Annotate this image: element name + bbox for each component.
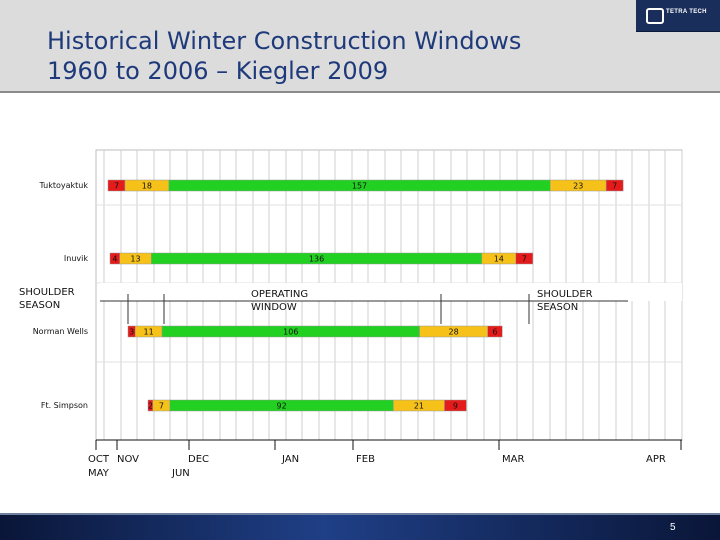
bar-label-tuktoyaktuk-4: 7 (612, 182, 617, 191)
bar-label-tuktoyaktuk-0: 7 (114, 182, 119, 191)
row-label-inuvik: Inuvik (64, 254, 88, 263)
x-tick-label-dec: DEC (188, 454, 209, 465)
page-number: 5 (670, 522, 676, 533)
row-label-norman-wells: Norman Wells (33, 327, 88, 336)
annotation-shoulder-left-line-2: SEASON (19, 300, 60, 311)
bar-ft-simpson-segment-4 (444, 399, 467, 412)
bar-label-tuktoyaktuk-3: 23 (573, 182, 583, 191)
bar-label-norman-wells-1: 11 (144, 328, 154, 337)
slide-title-line-2: 1960 to 2006 – Kiegler 2009 (47, 57, 389, 85)
annotation-shoulder-right-line-2: SEASON (537, 302, 578, 313)
logo-wordmark: TETRA TECH (666, 9, 707, 15)
slide-title-line-1: Historical Winter Construction Windows (47, 27, 522, 55)
x-tick-label-oct: OCT (88, 454, 110, 465)
bar-tuktoyaktuk-segment-4 (605, 179, 624, 192)
annotation-shoulder-right-line-1: SHOULDER (537, 289, 593, 300)
annotation-operating-line-1: OPERATING (251, 289, 308, 300)
bar-label-ft-simpson-1: 7 (159, 402, 164, 411)
x-tick-label-jun: JUN (171, 468, 190, 479)
company-logo: TETRA TECH (636, 0, 720, 32)
bar-label-inuvik-1: 13 (130, 255, 140, 264)
footer-divider (0, 513, 720, 515)
bar-label-ft-simpson-4: 9 (453, 402, 458, 411)
header-band (0, 0, 720, 93)
x-tick-label-mar: MAR (502, 454, 524, 465)
bar-norman-wells-segment-4 (487, 325, 503, 338)
annotation-shoulder-left-line-1: SHOULDER (19, 287, 75, 298)
annotation-band (100, 283, 682, 301)
bar-label-ft-simpson-0: 2 (148, 402, 153, 411)
slide-title: Historical Winter Construction Windows 1… (47, 26, 607, 86)
bar-label-tuktoyaktuk-2: 157 (352, 182, 367, 191)
x-tick-label-feb: FEB (356, 454, 375, 465)
bar-label-norman-wells-4: 6 (492, 328, 497, 337)
bar-label-inuvik-3: 14 (494, 255, 504, 264)
header-divider (0, 91, 720, 93)
logo-mark-icon (646, 8, 664, 24)
x-tick-label-may: MAY (88, 468, 110, 479)
bar-label-ft-simpson-3: 21 (414, 402, 424, 411)
row-label-tuktoyaktuk: Tuktoyaktuk (38, 181, 88, 190)
bar-inuvik-segment-4 (515, 252, 534, 265)
bar-label-norman-wells-3: 28 (449, 328, 459, 337)
x-tick-label-nov: NOV (117, 454, 139, 465)
bar-label-inuvik-0: 4 (112, 255, 117, 264)
x-tick-label-apr: APR (646, 454, 666, 465)
bar-label-inuvik-2: 136 (309, 255, 324, 264)
bar-label-norman-wells-2: 106 (283, 328, 298, 337)
annotation-operating-line-2: WINDOW (251, 302, 297, 313)
bar-label-inuvik-4: 7 (522, 255, 527, 264)
row-label-ft-simpson: Ft. Simpson (41, 401, 88, 410)
footer-band (0, 513, 720, 540)
bar-label-tuktoyaktuk-1: 18 (142, 182, 152, 191)
bar-label-ft-simpson-2: 92 (277, 402, 287, 411)
bar-label-norman-wells-0: 3 (129, 328, 134, 337)
x-tick-label-jan: JAN (281, 454, 299, 465)
